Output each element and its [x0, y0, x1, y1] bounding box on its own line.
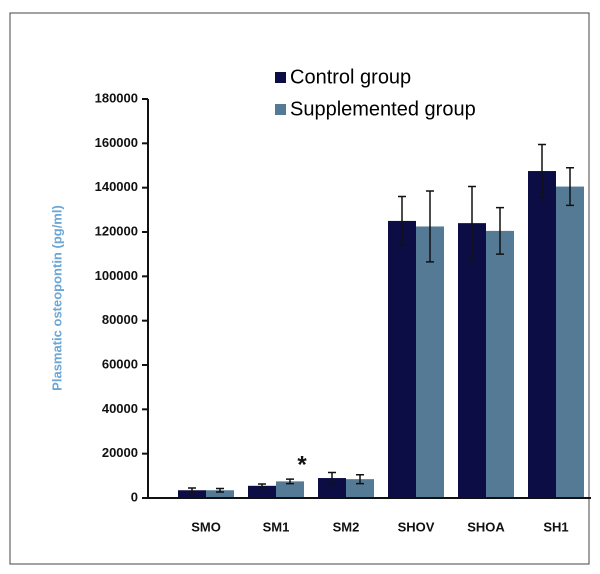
x-tick-label: SH1 [543, 519, 568, 534]
error-bar [188, 487, 196, 494]
error-bar [286, 478, 294, 485]
bar [318, 478, 346, 498]
legend-swatch [275, 104, 286, 115]
error-bar [468, 185, 476, 261]
error-bar [398, 195, 406, 247]
legend-label: Control group [290, 66, 411, 88]
y-tick-label: 140000 [95, 179, 138, 194]
y-tick-label: 60000 [102, 356, 138, 371]
bar [276, 481, 304, 498]
bar [416, 226, 444, 499]
annotation: * [297, 451, 307, 478]
bar [458, 223, 486, 498]
x-tick-label: SHOV [398, 519, 435, 534]
y-tick-label: 20000 [102, 445, 138, 460]
y-axis-label: Plasmatic osteopontin (pg/ml) [49, 205, 64, 391]
x-tick-label: SM1 [263, 519, 290, 534]
bar [248, 485, 276, 498]
y-tick-label: 100000 [95, 268, 138, 283]
bar [388, 220, 416, 498]
bar [346, 479, 374, 498]
x-tick-label: SMO [191, 519, 221, 534]
y-tick-label: 160000 [95, 135, 138, 150]
error-bar [356, 473, 364, 485]
error-bar [328, 471, 336, 485]
error-bar [258, 483, 266, 489]
error-bar [496, 206, 504, 255]
x-tick-label: SHOA [467, 519, 505, 534]
y-tick-label: 180000 [95, 90, 138, 105]
bar [528, 171, 556, 498]
y-tick-label: 80000 [102, 312, 138, 327]
bar [206, 490, 234, 498]
x-tick-label: SM2 [333, 519, 360, 534]
y-tick-label: 40000 [102, 401, 138, 416]
bar [178, 490, 206, 498]
legend-swatch [275, 72, 286, 83]
frame [9, 12, 590, 565]
y-tick-label: 0 [131, 489, 138, 504]
error-bar [538, 143, 546, 199]
legend-label: Supplemented group [290, 98, 476, 120]
bar [486, 230, 514, 498]
error-bar [566, 166, 574, 207]
error-bar [216, 487, 224, 493]
y-tick-label: 120000 [95, 223, 138, 238]
bar [556, 186, 584, 498]
error-bar [426, 190, 434, 263]
